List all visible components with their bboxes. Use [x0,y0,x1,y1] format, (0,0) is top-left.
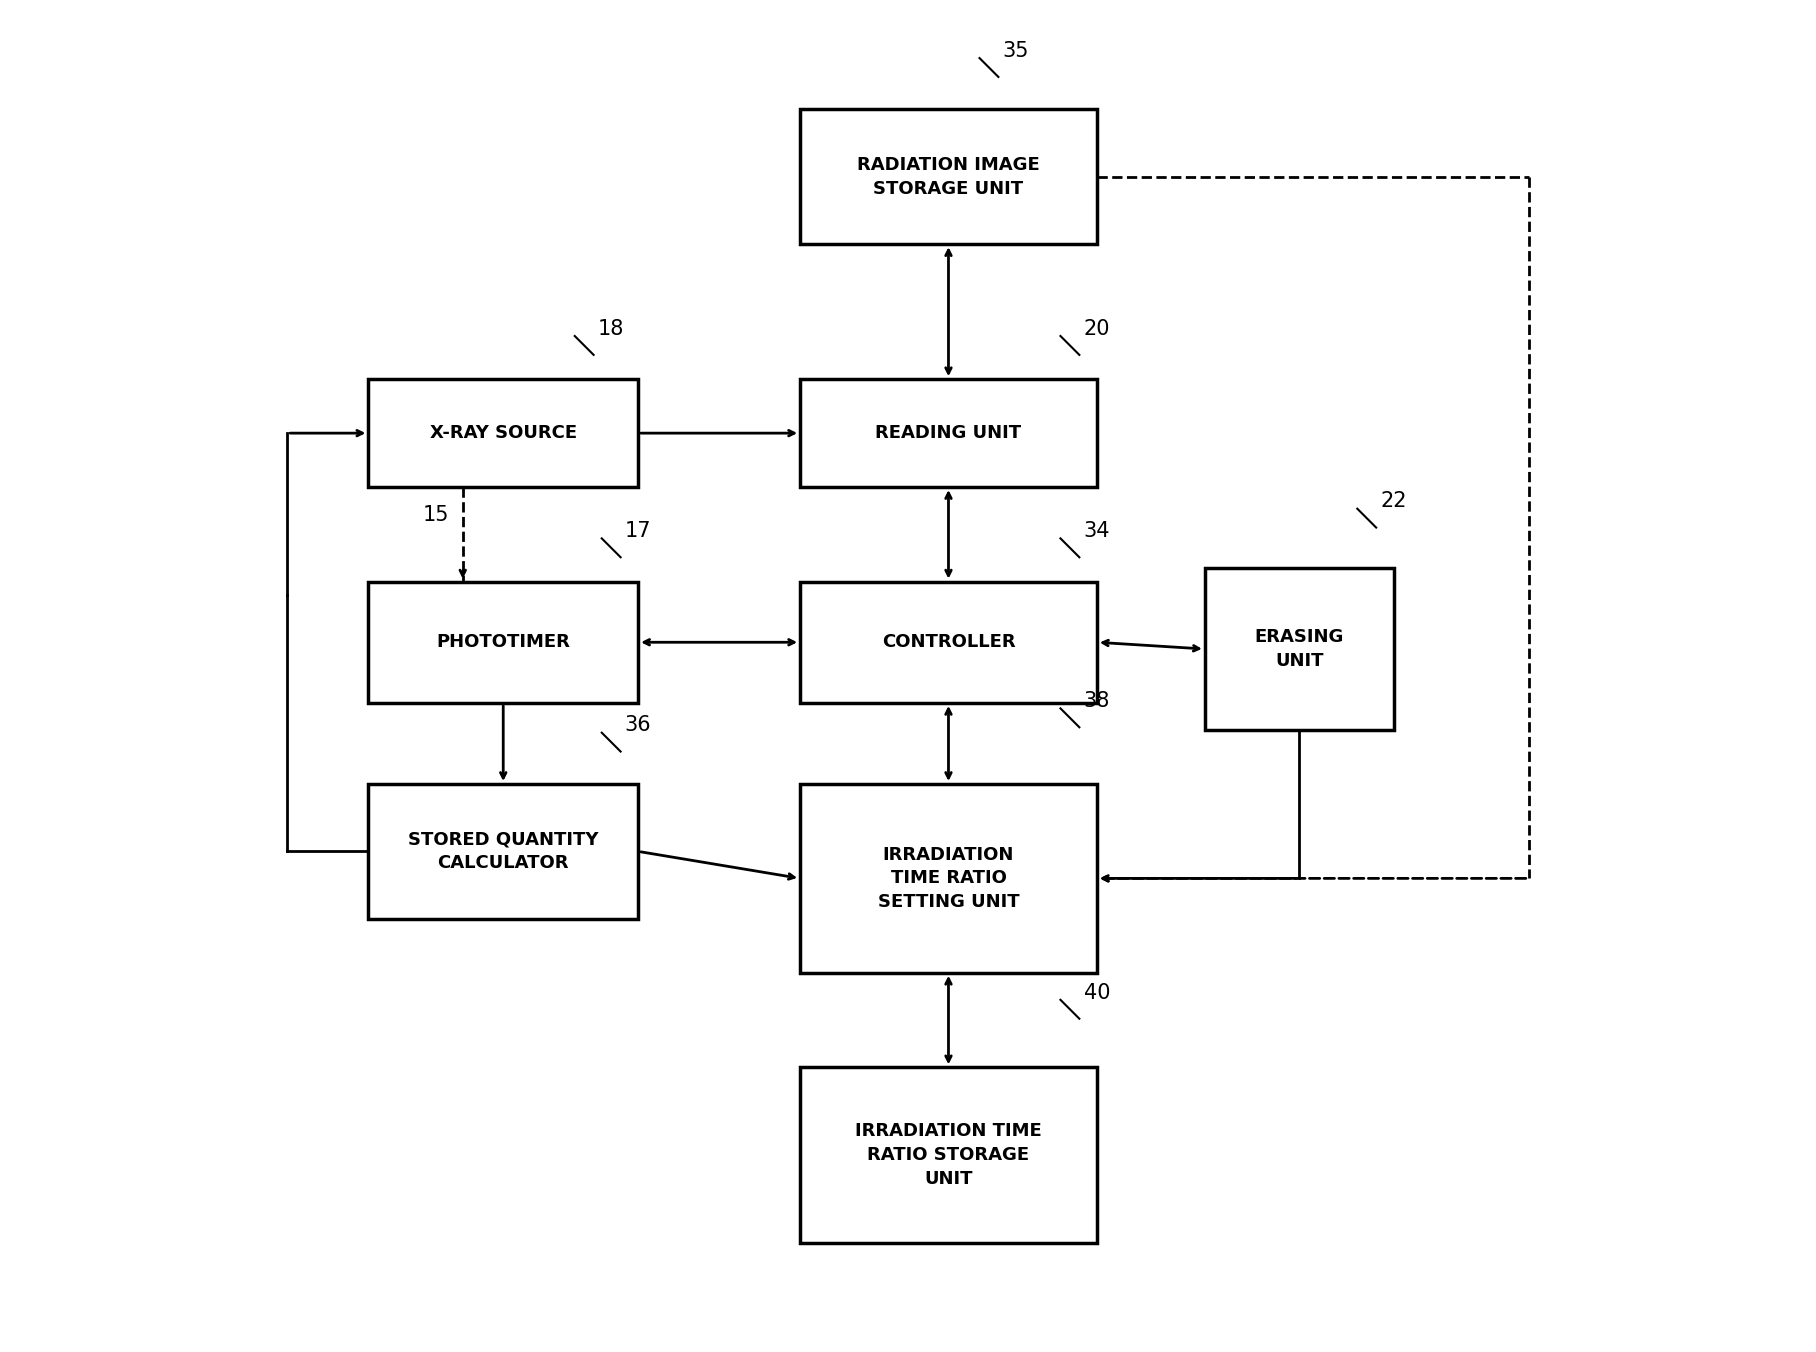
Text: RADIATION IMAGE
STORAGE UNIT: RADIATION IMAGE STORAGE UNIT [857,155,1041,197]
FancyBboxPatch shape [1204,568,1393,730]
FancyBboxPatch shape [801,1067,1097,1242]
FancyBboxPatch shape [801,110,1097,245]
FancyBboxPatch shape [801,784,1097,973]
Text: 34: 34 [1084,521,1110,541]
Text: 20: 20 [1084,319,1110,339]
Text: 22: 22 [1380,491,1407,511]
Text: X-RAY SOURCE: X-RAY SOURCE [430,425,577,442]
Text: IRRADIATION TIME
RATIO STORAGE
UNIT: IRRADIATION TIME RATIO STORAGE UNIT [855,1122,1042,1187]
FancyBboxPatch shape [369,379,637,487]
FancyBboxPatch shape [369,581,637,703]
Text: 35: 35 [1002,41,1030,61]
Text: ERASING
UNIT: ERASING UNIT [1255,629,1344,669]
FancyBboxPatch shape [801,379,1097,487]
FancyBboxPatch shape [369,784,637,919]
FancyBboxPatch shape [801,581,1097,703]
Text: 17: 17 [625,521,652,541]
Text: 40: 40 [1084,983,1110,1003]
Text: CONTROLLER: CONTROLLER [881,633,1015,652]
Text: READING UNIT: READING UNIT [875,425,1022,442]
Text: 38: 38 [1084,691,1110,711]
Text: 18: 18 [597,319,625,339]
Text: IRRADIATION
TIME RATIO
SETTING UNIT: IRRADIATION TIME RATIO SETTING UNIT [877,846,1019,911]
Text: 36: 36 [625,715,652,735]
Text: STORED QUANTITY
CALCULATOR: STORED QUANTITY CALCULATOR [409,830,599,872]
Text: 15: 15 [423,504,449,525]
Text: PHOTOTIMER: PHOTOTIMER [436,633,570,652]
